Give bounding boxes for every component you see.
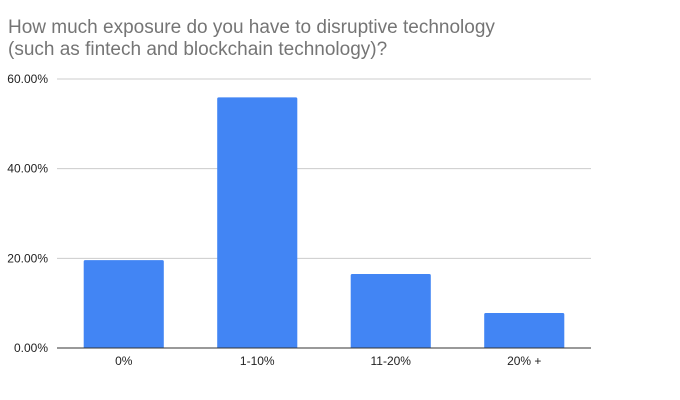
y-tick-label: 20.00% xyxy=(7,251,48,265)
x-tick-label: 11-20% xyxy=(371,354,412,368)
x-tick-label: 0% xyxy=(115,354,133,368)
y-axis-tick-labels: 0.00% 20.00% 40.00% 60.00% xyxy=(7,72,48,355)
x-tick-label: 20% + xyxy=(507,354,541,368)
chart-title-line-2: (such as fintech and blockchain technolo… xyxy=(8,39,387,60)
y-tick-label: 0.00% xyxy=(14,341,48,355)
y-tick-label: 60.00% xyxy=(7,72,48,86)
y-tick-label: 40.00% xyxy=(7,162,48,176)
bar-1-10 xyxy=(217,97,298,348)
bars xyxy=(83,97,565,348)
bar-11-20 xyxy=(350,274,431,348)
gridlines xyxy=(57,78,591,259)
bar-0 xyxy=(83,260,164,348)
chart-title: How much exposure do you have to disrupt… xyxy=(8,17,495,60)
x-axis-tick-labels: 0% 1-10% 11-20% 20% + xyxy=(115,354,541,368)
chart-title-line-1: How much exposure do you have to disrupt… xyxy=(8,17,495,38)
bar-20 xyxy=(484,313,565,348)
x-tick-label: 1-10% xyxy=(240,354,275,368)
